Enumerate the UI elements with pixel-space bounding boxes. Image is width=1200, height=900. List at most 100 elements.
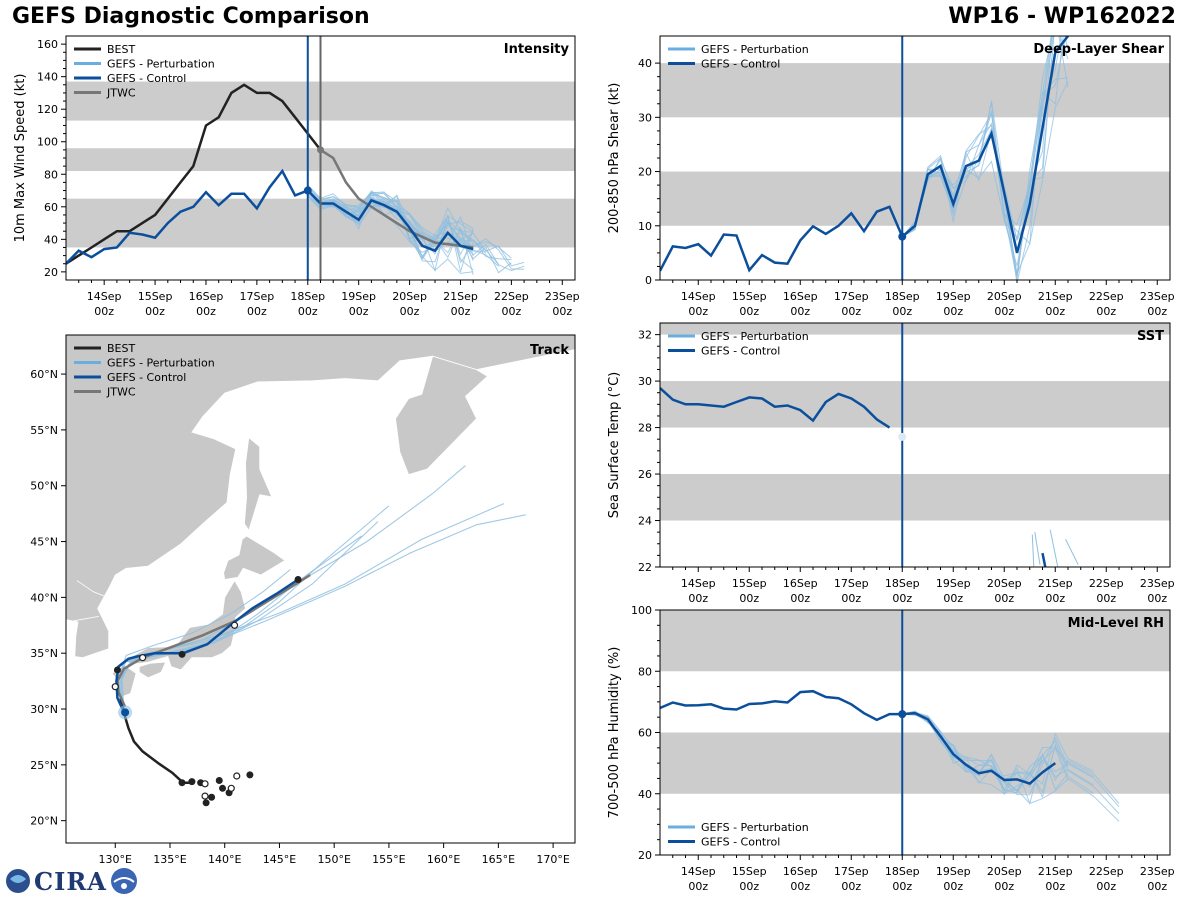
x-tick-sublabel: 00z xyxy=(688,305,708,318)
x-tick-sublabel: 00z xyxy=(298,305,318,318)
y-tick-label: 40 xyxy=(638,57,652,70)
best-point xyxy=(202,799,210,807)
best-point xyxy=(246,771,254,779)
logo-text: CIRA xyxy=(34,866,107,896)
x-tick-sublabel: 00z xyxy=(688,880,708,893)
x-tick-label: 20Sep xyxy=(987,865,1022,878)
lon-tick-label: 150°E xyxy=(317,853,350,866)
x-tick-sublabel: 00z xyxy=(790,305,810,318)
best-open-point xyxy=(201,792,209,800)
legend-label: GEFS - Control xyxy=(107,72,186,85)
x-tick-sublabel: 00z xyxy=(994,305,1014,318)
y-tick-label: 40 xyxy=(638,788,652,801)
x-tick-sublabel: 00z xyxy=(943,305,963,318)
intensity-panel: 20 40 60 80 100 120 140 160 14Sep 00z 15Sep 00z 16Se… xyxy=(13,35,580,318)
x-tick-sublabel: 00z xyxy=(739,880,759,893)
y-tick-label: 10 xyxy=(638,220,652,233)
x-tick-sublabel: 00z xyxy=(145,305,165,318)
x-tick-label: 23Sep xyxy=(545,290,580,303)
perturbation-member xyxy=(307,188,499,265)
x-tick-label: 20Sep xyxy=(987,290,1022,303)
x-tick-sublabel: 00z xyxy=(349,305,369,318)
x-tick-sublabel: 00z xyxy=(688,592,708,605)
y-tick-label: 26 xyxy=(638,468,652,481)
lat-tick-label: 40°N xyxy=(30,591,58,604)
satellite-icon xyxy=(110,868,137,894)
y-tick-label: 22 xyxy=(638,561,652,574)
lon-tick-label: 140°E xyxy=(208,853,241,866)
lon-tick-label: 145°E xyxy=(263,853,296,866)
lon-tick-label: 170°E xyxy=(536,853,569,866)
legend-label: BEST xyxy=(107,43,135,56)
init-marker xyxy=(898,432,907,441)
y-tick-label: 80 xyxy=(638,665,652,678)
land-asia-mainland xyxy=(66,335,575,659)
y-tick-label: 20 xyxy=(638,849,652,862)
x-tick-label: 23Sep xyxy=(1140,577,1175,590)
x-tick-label: 19Sep xyxy=(936,865,971,878)
x-tick-sublabel: 00z xyxy=(1096,592,1116,605)
x-tick-label: 19Sep xyxy=(341,290,376,303)
init-marker xyxy=(898,710,907,719)
x-tick-label: 21Sep xyxy=(443,290,478,303)
perturbation-member xyxy=(307,196,512,274)
lat-tick-label: 50°N xyxy=(30,480,58,493)
x-tick-sublabel: 00z xyxy=(892,305,912,318)
perturbation-member xyxy=(902,36,1062,243)
x-tick-sublabel: 00z xyxy=(1096,880,1116,893)
shear-band xyxy=(660,63,1170,118)
x-tick-label: 15Sep xyxy=(732,290,767,303)
y-tick-label: 160 xyxy=(37,38,58,51)
y-tick-label: 60 xyxy=(44,201,58,214)
x-tick-label: 17Sep xyxy=(834,577,869,590)
perturbation-member xyxy=(901,36,1067,277)
rh-band xyxy=(660,610,1170,672)
best-point xyxy=(188,778,196,786)
intensity-ylabel: 10m Max Wind Speed (kt) xyxy=(13,74,28,243)
x-tick-sublabel: 00z xyxy=(943,592,963,605)
sst-band xyxy=(660,381,1170,428)
x-tick-label: 21Sep xyxy=(1038,865,1073,878)
y-tick-label: 0 xyxy=(645,274,652,287)
rh-band xyxy=(660,732,1170,794)
legend-label: JTWC xyxy=(106,386,136,399)
legend-label: GEFS - Control xyxy=(701,345,780,358)
lat-tick-label: 25°N xyxy=(30,759,58,772)
land-hokkaido xyxy=(223,535,286,580)
perturbation-member xyxy=(1049,529,1059,567)
x-tick-sublabel: 00z xyxy=(994,592,1014,605)
x-tick-label: 21Sep xyxy=(1038,577,1073,590)
control-line xyxy=(66,168,474,265)
border-line xyxy=(73,616,99,622)
land-kamchatka xyxy=(395,355,489,476)
lon-tick-label: 165°E xyxy=(482,853,515,866)
x-tick-label: 14Sep xyxy=(681,577,716,590)
x-tick-sublabel: 00z xyxy=(841,592,861,605)
lon-tick-label: 135°E xyxy=(153,853,186,866)
x-tick-label: 16Sep xyxy=(783,290,818,303)
page-title: GEFS Diagnostic Comparison xyxy=(12,4,370,29)
control-track-line xyxy=(115,578,299,713)
globe-icon xyxy=(6,869,30,893)
x-tick-label: 17Sep xyxy=(834,865,869,878)
lat-tick-label: 60°N xyxy=(30,368,58,381)
x-tick-label: 16Sep xyxy=(783,577,818,590)
control-line xyxy=(660,387,891,429)
border-line xyxy=(76,580,108,598)
track-plot-area xyxy=(66,335,575,807)
x-tick-label: 19Sep xyxy=(936,290,971,303)
x-tick-label: 14Sep xyxy=(681,865,716,878)
jtwc-marker xyxy=(317,146,324,154)
x-tick-sublabel: 00z xyxy=(552,305,572,318)
shear-plot-area xyxy=(660,36,1069,280)
lat-tick-label: 30°N xyxy=(30,703,58,716)
y-tick-label: 100 xyxy=(631,604,652,617)
x-tick-label: 18Sep xyxy=(885,290,920,303)
y-tick-label: 30 xyxy=(638,375,652,388)
x-tick-sublabel: 00z xyxy=(994,880,1014,893)
x-tick-sublabel: 00z xyxy=(1045,592,1065,605)
best-point xyxy=(178,779,186,787)
legend-label: BEST xyxy=(107,342,135,355)
shear-band xyxy=(660,171,1170,226)
